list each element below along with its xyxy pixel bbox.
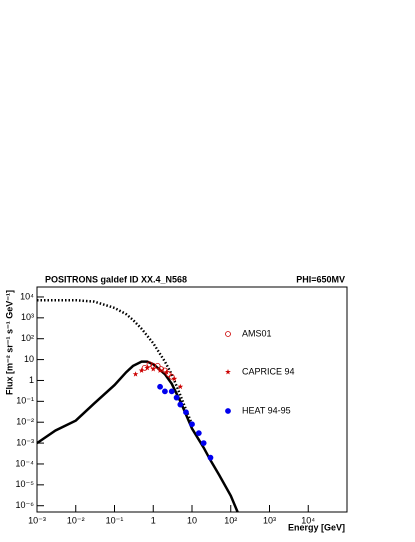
legend-marker: [225, 331, 231, 337]
y-tick-label: 10³: [21, 312, 34, 322]
curve: [37, 298, 194, 425]
y-axis-label: Flux [m⁻² sr⁻¹ s⁻¹ GeV⁻¹]: [4, 290, 14, 395]
data-point: [157, 367, 163, 373]
y-tick-label: 10⁻¹: [16, 396, 34, 406]
y-tick-label: 10: [24, 354, 34, 364]
data-point: [144, 364, 151, 371]
data-point: [171, 375, 178, 382]
legend-label: HEAT 94-95: [242, 405, 291, 415]
x-tick-label: 10³: [263, 515, 276, 525]
chart-subtitle: PHI=650MV: [296, 274, 345, 284]
data-point: [177, 383, 184, 390]
x-tick-label: 10⁻²: [67, 515, 85, 525]
y-tick-label: 10²: [21, 333, 34, 343]
data-point: [168, 388, 175, 395]
data-point: [146, 361, 153, 368]
y-tick-label: 10⁻⁴: [15, 458, 34, 468]
legend-marker: [225, 408, 231, 414]
data-point: [150, 366, 157, 372]
x-tick-label: 10⁻¹: [106, 515, 124, 525]
data-point: [173, 394, 180, 401]
data-point: [189, 421, 195, 428]
x-tick-label: 10⁴: [301, 515, 315, 525]
data-point: [138, 367, 145, 373]
data-point: [207, 454, 214, 461]
x-tick-label: 10⁻³: [28, 515, 46, 525]
data-point: [195, 430, 202, 437]
x-axis-label: Energy [GeV]: [288, 522, 345, 532]
data-point: [132, 371, 139, 377]
legend-label: AMS01: [242, 328, 272, 338]
data-point: [162, 367, 168, 374]
chart-title: POSITRONS galdef ID XX.4_N568: [45, 274, 187, 284]
y-tick-label: 10⁴: [20, 291, 34, 301]
data-point: [157, 383, 163, 390]
data-point: [183, 409, 189, 416]
data-point: [163, 369, 170, 375]
plot-frame: [36, 286, 348, 513]
data-point: [162, 388, 168, 395]
y-tick-label: 10⁻²: [16, 417, 34, 427]
data-point: [154, 362, 161, 369]
x-tick-label: 1: [151, 515, 156, 525]
legend-marker: [225, 369, 231, 375]
data-point: [200, 440, 207, 446]
data-point: [177, 401, 184, 408]
y-tick-label: 10⁻⁵: [16, 479, 35, 489]
x-tick-label: 10²: [224, 515, 237, 525]
y-tick-label: 1: [29, 375, 34, 385]
legend-label: CAPRICE 94: [242, 366, 295, 376]
y-tick-label: 10⁻⁶: [16, 500, 35, 510]
x-tick-label: 10: [187, 515, 197, 525]
curve: [36, 360, 239, 513]
y-tick-label: 10⁻³: [16, 437, 34, 447]
